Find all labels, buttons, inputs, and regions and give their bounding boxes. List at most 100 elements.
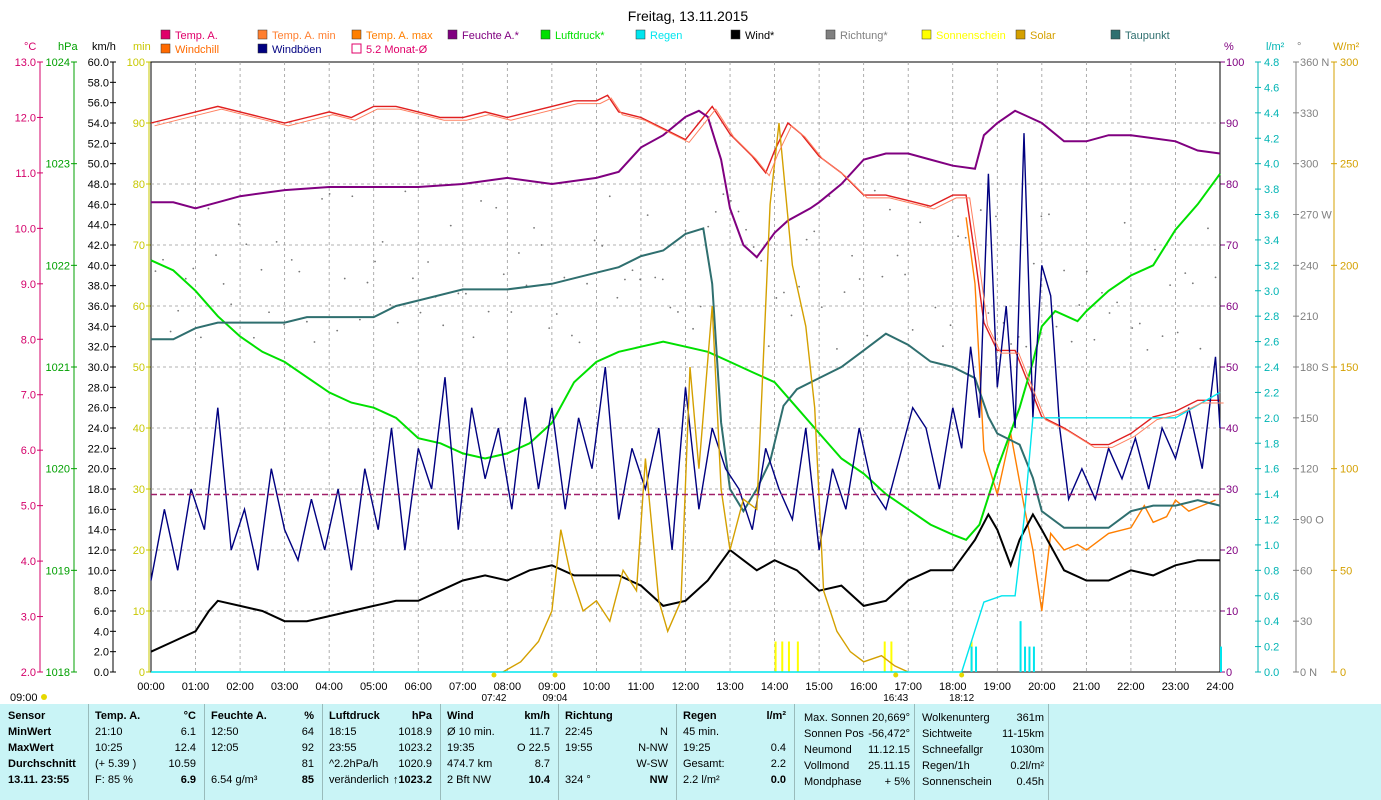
legend-swatch bbox=[635, 29, 646, 40]
tick-label-wind: 50.0 bbox=[88, 159, 109, 171]
series-line-wind- bbox=[150, 512, 1220, 653]
direction-dot bbox=[480, 200, 482, 202]
stats-cell-value: 85 bbox=[301, 774, 314, 786]
direction-dot bbox=[1010, 343, 1012, 345]
legend-label: Solar bbox=[1030, 30, 1056, 42]
sunshine-bar bbox=[781, 641, 784, 672]
series-line-regen bbox=[151, 391, 1221, 673]
direction-dot bbox=[222, 283, 225, 285]
tick-label-rain: 4.8 bbox=[1264, 57, 1279, 69]
tick-label-wind: 36.0 bbox=[88, 301, 109, 313]
direction-dot bbox=[957, 235, 959, 238]
legend-swatch bbox=[160, 43, 171, 54]
direction-dot bbox=[1184, 272, 1187, 275]
x-tick-label: 21:00 bbox=[1073, 681, 1101, 693]
direction-dot bbox=[169, 330, 172, 333]
stats-cell-value: 25.11.15 bbox=[867, 760, 910, 772]
direction-dot bbox=[1161, 335, 1164, 338]
direction-dot bbox=[661, 278, 664, 281]
x-tick-label: 19:00 bbox=[984, 681, 1012, 693]
tick-label-dir: 60 bbox=[1300, 565, 1312, 577]
direction-dot bbox=[707, 225, 710, 228]
direction-dot bbox=[669, 306, 672, 309]
stats-cell-value: 12.4 bbox=[174, 742, 196, 754]
tick-label-dir: 120 bbox=[1300, 464, 1318, 476]
tick-label-hum: 70 bbox=[1226, 240, 1238, 252]
tick-label-rain: 4.6 bbox=[1264, 82, 1279, 94]
tick-label-temp: 7.0 bbox=[21, 390, 36, 402]
tick-label-rain: 3.6 bbox=[1264, 210, 1279, 222]
stats-cell-label: Sichtweite bbox=[922, 728, 973, 740]
series-line-solar bbox=[502, 122, 909, 673]
direction-dot bbox=[790, 314, 793, 317]
x-tick-label: 08:00 bbox=[494, 681, 522, 693]
direction-dot bbox=[987, 312, 990, 314]
direction-dot bbox=[404, 190, 407, 193]
direction-dot bbox=[199, 336, 202, 339]
direction-dot bbox=[767, 345, 770, 348]
tick-label-solar: 200 bbox=[1340, 260, 1358, 272]
direction-dot bbox=[942, 345, 944, 348]
tick-label-wind: 8.0 bbox=[94, 586, 109, 598]
sun-marker-dot bbox=[491, 672, 497, 678]
x-tick-label: 05:00 bbox=[360, 681, 388, 693]
direction-dot bbox=[525, 284, 528, 287]
tick-label-solar: 300 bbox=[1340, 57, 1358, 69]
x-tick-label: 20:00 bbox=[1028, 681, 1056, 693]
direction-dot bbox=[843, 291, 846, 294]
legend-swatch bbox=[257, 43, 268, 54]
stats-cell-value: 1018.9 bbox=[398, 726, 432, 738]
direction-dot bbox=[487, 310, 490, 313]
direction-dot bbox=[881, 275, 884, 278]
stats-cell-label: 12:50 bbox=[211, 726, 239, 738]
tick-label-temp: 9.0 bbox=[21, 279, 36, 291]
chart-legend: Temp. A. Temp. A. min Temp. A. max Feuchte … bbox=[160, 29, 1170, 56]
chart-plot-area bbox=[150, 94, 1224, 673]
direction-dot bbox=[1063, 269, 1066, 272]
stats-cell-value: 0.2l/m² bbox=[1010, 760, 1044, 772]
stats-cell-value: 11.12.15 bbox=[867, 744, 910, 756]
stats-cell-label: 12:05 bbox=[211, 742, 239, 754]
stats-cell-value: 1023.2 bbox=[398, 742, 432, 754]
tick-label-pres: 1024 bbox=[46, 57, 70, 69]
stats-sensor-row: 13.11. 23:55 bbox=[8, 774, 70, 786]
tick-label-hum: 100 bbox=[1226, 57, 1244, 69]
direction-dot bbox=[298, 270, 301, 273]
legend-label: Sonnenschein bbox=[936, 30, 1006, 42]
direction-dot bbox=[684, 229, 687, 232]
axis-unit-hum: % bbox=[1224, 41, 1234, 53]
stats-cell-value: 2.2 bbox=[770, 758, 786, 770]
tick-label-dir: 150 bbox=[1300, 413, 1318, 425]
sun-marker-label: 09:04 bbox=[542, 693, 567, 704]
tick-label-wind: 14.0 bbox=[88, 525, 109, 537]
direction-dot bbox=[654, 276, 657, 279]
stats-cell-label: Ø 10 min. bbox=[447, 726, 495, 738]
tick-label-wind: 12.0 bbox=[88, 545, 109, 557]
tick-label-rain: 2.6 bbox=[1264, 337, 1279, 349]
tick-label-hum: 10 bbox=[1226, 606, 1238, 618]
tick-label-wind: 10.0 bbox=[88, 565, 109, 577]
tick-label-pres: 1022 bbox=[46, 260, 70, 272]
stats-col-title: Regen bbox=[683, 710, 717, 722]
direction-dot bbox=[563, 276, 566, 279]
stats-cell-value: 0.4 bbox=[770, 742, 786, 754]
x-tick-label: 04:00 bbox=[315, 681, 343, 693]
series-line-temp-max bbox=[154, 97, 1224, 448]
direction-dot bbox=[752, 246, 755, 248]
tick-label-wind: 2.0 bbox=[94, 647, 109, 659]
direction-dot bbox=[1199, 347, 1202, 350]
x-tick-label: 00:00 bbox=[137, 681, 165, 693]
tick-label-rain: 2.8 bbox=[1264, 311, 1279, 323]
tick-label-wind: 22.0 bbox=[88, 443, 109, 455]
direction-dot bbox=[336, 329, 339, 332]
direction-dot bbox=[760, 259, 763, 262]
stats-cell-value: 361m bbox=[1016, 712, 1044, 724]
direction-dot bbox=[677, 311, 679, 313]
tick-label-temp: 4.0 bbox=[21, 556, 36, 568]
tick-label-wind: 16.0 bbox=[88, 504, 109, 516]
tick-label-rain: 3.4 bbox=[1264, 235, 1279, 247]
direction-dot bbox=[1101, 291, 1103, 294]
tick-label-wind: 30.0 bbox=[88, 362, 109, 374]
stats-col-misc: Wolkenunterg 361m Sichtweite 11-15km Schneef… bbox=[918, 704, 1048, 800]
rain-bar bbox=[1019, 621, 1022, 672]
